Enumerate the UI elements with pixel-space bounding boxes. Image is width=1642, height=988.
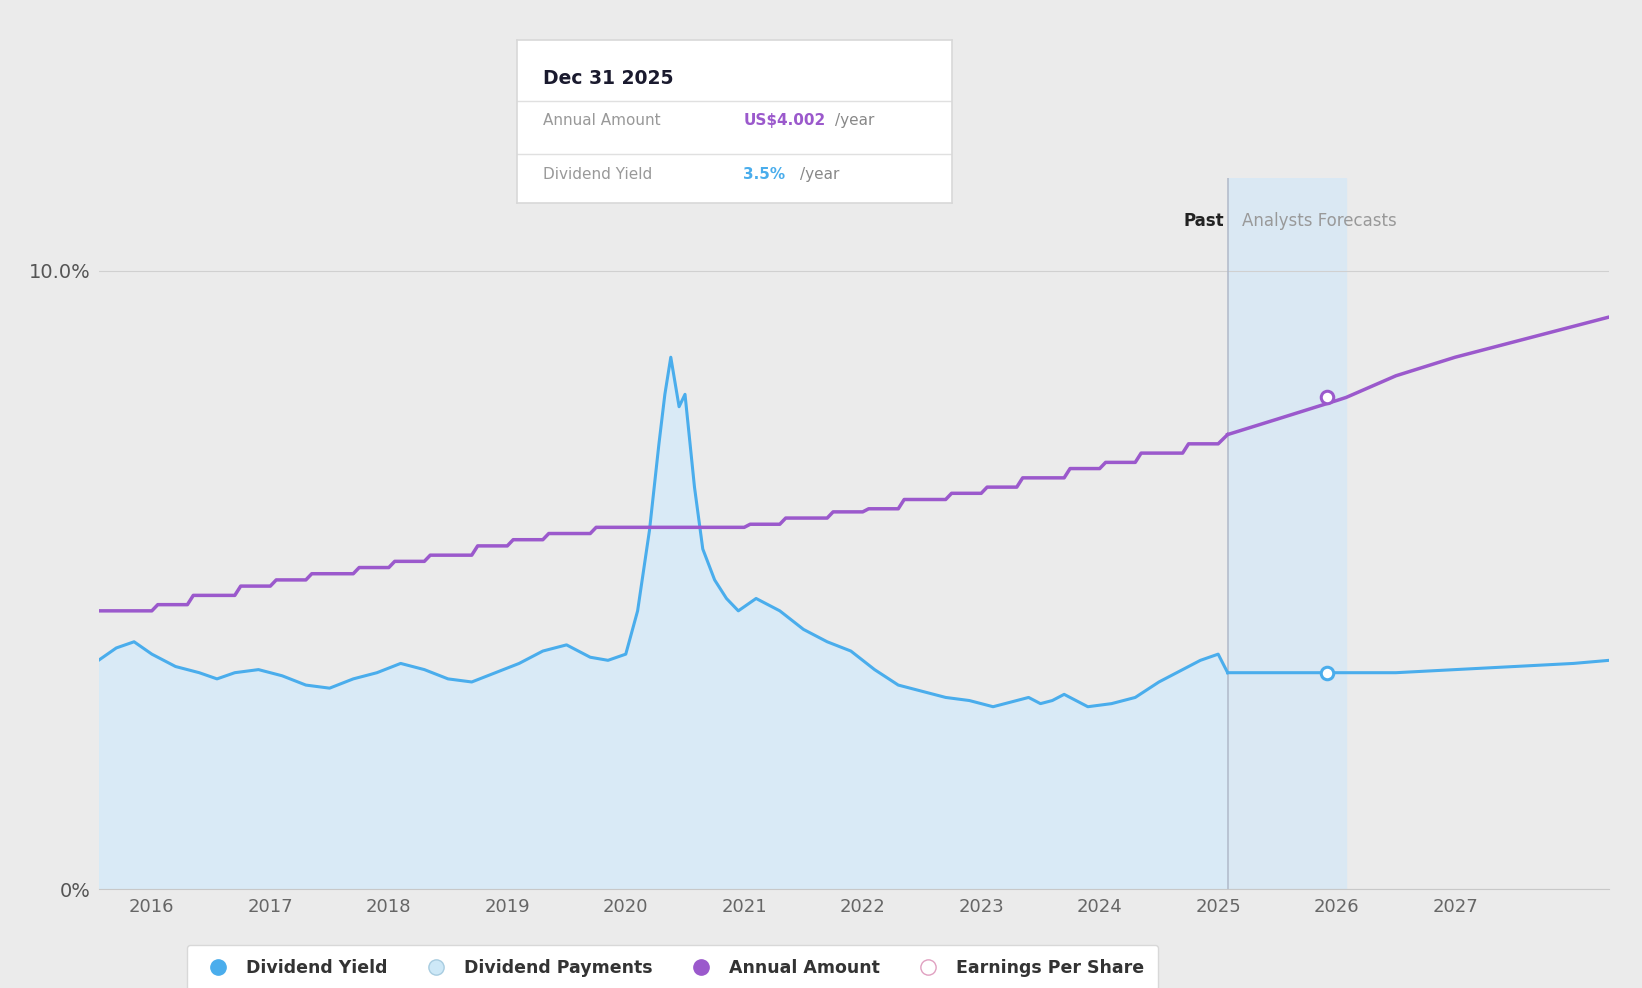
Legend: Dividend Yield, Dividend Payments, Annual Amount, Earnings Per Share: Dividend Yield, Dividend Payments, Annua… bbox=[187, 945, 1158, 988]
Text: 3.5%: 3.5% bbox=[744, 167, 785, 182]
Bar bbox=[1228, 178, 1346, 889]
Text: Dec 31 2025: Dec 31 2025 bbox=[544, 69, 673, 88]
Text: /year: /year bbox=[800, 167, 839, 182]
Text: /year: /year bbox=[834, 113, 874, 127]
Text: Dividend Yield: Dividend Yield bbox=[544, 167, 652, 182]
Text: US$4.002: US$4.002 bbox=[744, 113, 826, 127]
Text: Annual Amount: Annual Amount bbox=[544, 113, 662, 127]
Text: Analysts Forecasts: Analysts Forecasts bbox=[1241, 212, 1397, 230]
Text: Past: Past bbox=[1184, 212, 1223, 230]
